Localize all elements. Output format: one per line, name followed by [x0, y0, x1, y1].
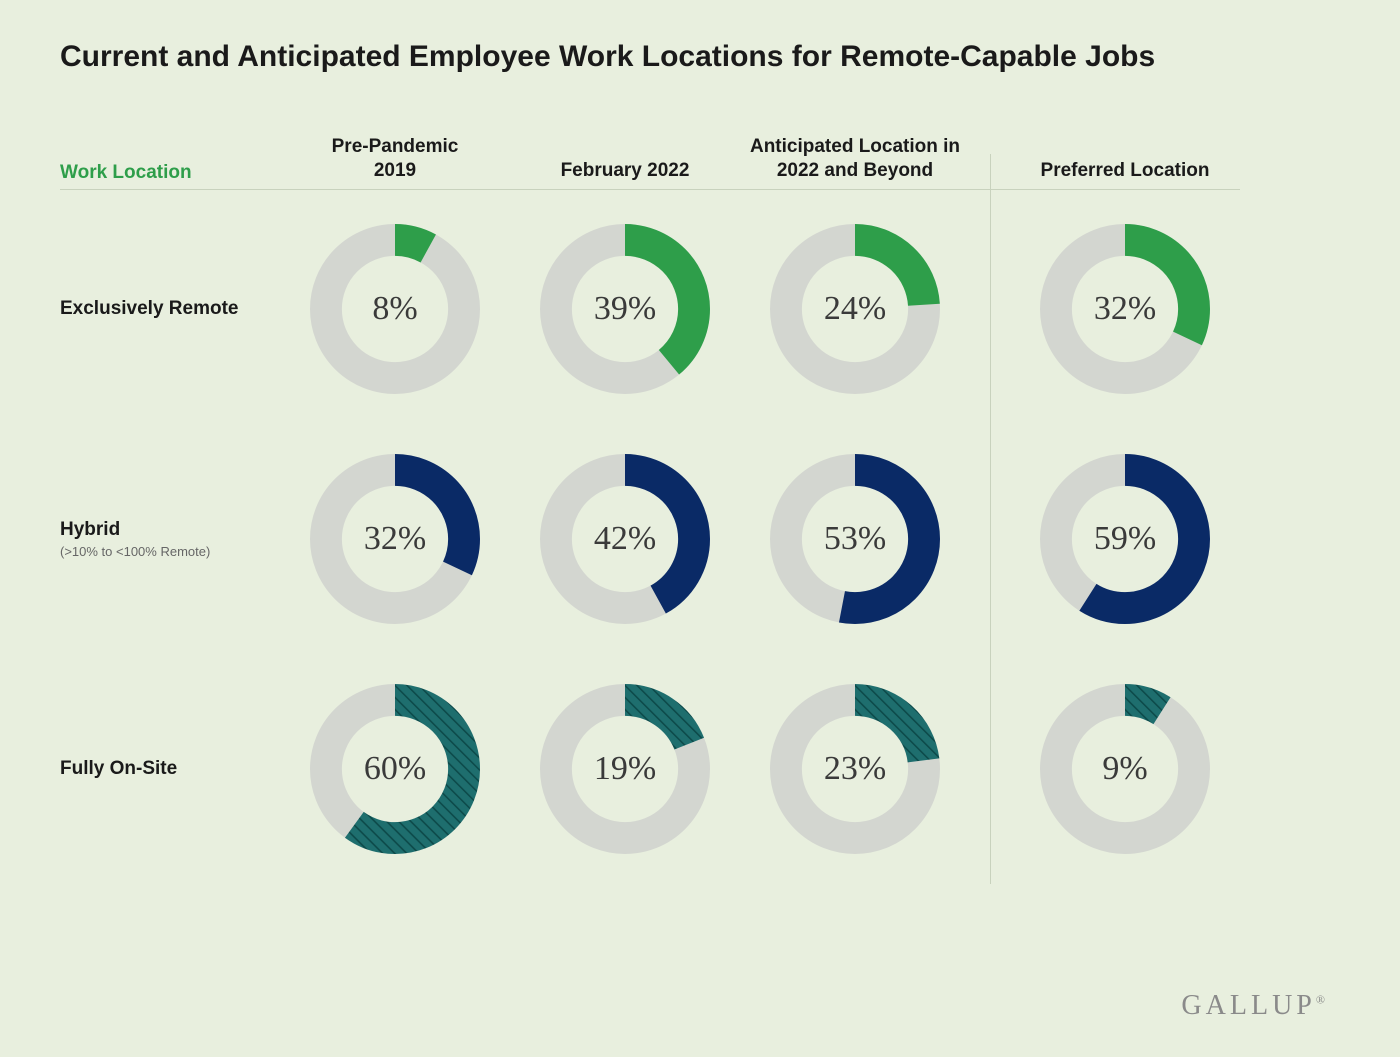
donut-value-label: 42%: [540, 454, 710, 624]
row-label-0: Exclusively Remote: [60, 298, 280, 321]
donut-value-label: 53%: [770, 454, 940, 624]
donut-value-label: 59%: [1040, 454, 1210, 624]
vertical-divider: [990, 154, 991, 194]
donut-value-label: 32%: [1040, 224, 1210, 394]
chart-title: Current and Anticipated Employee Work Lo…: [60, 40, 1340, 74]
column-header-2: Anticipated Location in2022 and Beyond: [740, 135, 970, 194]
donut-value-label: 39%: [540, 224, 710, 394]
donut-r2-c2: 23%: [740, 684, 970, 854]
donut-value-label: 24%: [770, 224, 940, 394]
donut-value-label: 19%: [540, 684, 710, 854]
row-label-1: Hybrid (>10% to <100% Remote): [60, 519, 280, 559]
donut-r2-c1: 19%: [510, 684, 740, 854]
donut-r2-c0: 60%: [280, 684, 510, 854]
gallup-logo: GALLUP®: [1181, 990, 1325, 1022]
column-header-0: Pre-Pandemic2019: [280, 135, 510, 194]
donut-r0-c1: 39%: [510, 224, 740, 394]
donut-r2-c3: 9%: [1010, 684, 1240, 854]
registered-icon: ®: [1316, 993, 1325, 1007]
chart-grid: Work Location Pre-Pandemic2019 February …: [60, 114, 1340, 884]
vertical-divider: [990, 424, 991, 654]
header-divider: [60, 189, 1240, 190]
donut-r1-c3: 59%: [1010, 454, 1240, 624]
donut-r0-c0: 8%: [280, 224, 510, 394]
vertical-divider: [990, 654, 991, 884]
donut-value-label: 60%: [310, 684, 480, 854]
donut-value-label: 23%: [770, 684, 940, 854]
donut-r0-c3: 32%: [1010, 224, 1240, 394]
donut-r1-c1: 42%: [510, 454, 740, 624]
donut-r1-c0: 32%: [280, 454, 510, 624]
donut-r1-c2: 53%: [740, 454, 970, 624]
donut-value-label: 9%: [1040, 684, 1210, 854]
donut-value-label: 8%: [310, 224, 480, 394]
row-label-2: Fully On-Site: [60, 758, 280, 781]
donut-r0-c2: 24%: [740, 224, 970, 394]
donut-value-label: 32%: [310, 454, 480, 624]
vertical-divider: [990, 194, 991, 424]
